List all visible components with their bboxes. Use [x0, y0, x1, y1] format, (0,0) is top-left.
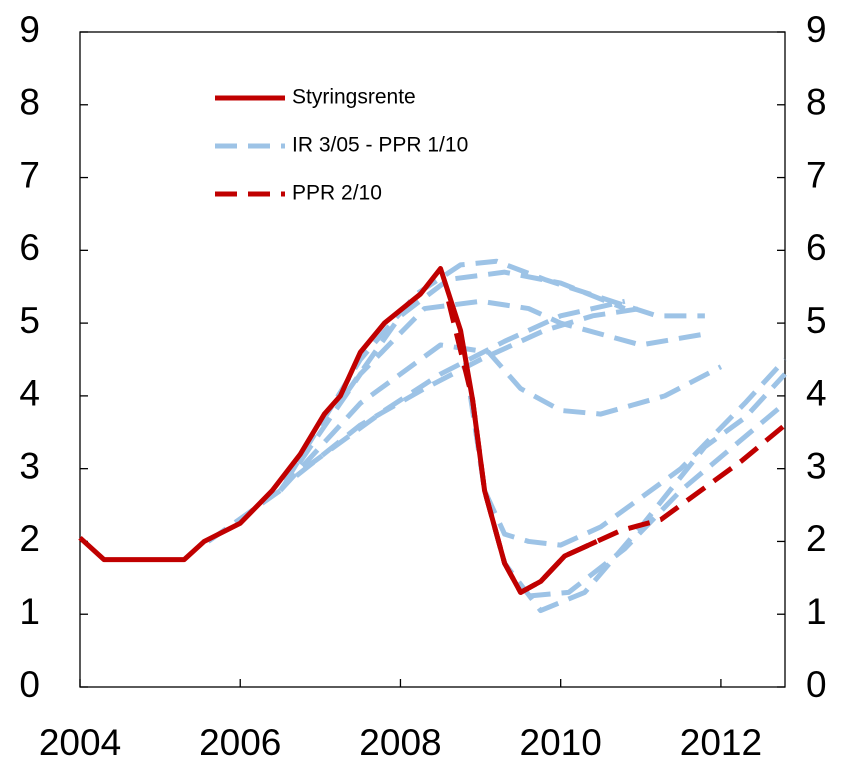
x-tick-label: 2004: [39, 722, 121, 763]
y2-tick-label: 5: [806, 300, 827, 341]
series-line: [278, 342, 723, 493]
y-tick-label: 8: [19, 82, 40, 123]
y-tick-label: 2: [19, 518, 40, 559]
y-tick-label: 3: [19, 445, 40, 486]
series-line: [446, 300, 787, 595]
series-line: [528, 401, 787, 599]
x-tick-label: 2006: [199, 722, 281, 763]
x-tick-label: 2010: [520, 722, 602, 763]
y2-tick-label: 0: [806, 664, 827, 705]
legend-label: IR 3/05 - PPR 1/10: [292, 134, 468, 157]
y-tick-label: 9: [19, 9, 40, 50]
x-tick-label: 2012: [680, 722, 762, 763]
y2-tick-label: 1: [806, 591, 827, 632]
y2-tick-label: 6: [806, 227, 827, 268]
y-tick-label: 6: [19, 227, 40, 268]
series-line: [482, 372, 787, 614]
y-tick-label: 1: [19, 591, 40, 632]
series-line: [302, 298, 626, 471]
y2-tick-label: 4: [806, 373, 827, 414]
y-tick-label: 0: [19, 664, 40, 705]
y2-tick-label: 7: [806, 154, 827, 195]
series-line: [342, 269, 626, 398]
y2-tick-label: 3: [806, 445, 827, 486]
legend-label: Styringsrente: [292, 86, 416, 109]
x-tick-label: 2008: [359, 722, 441, 763]
y-tick-label: 4: [19, 373, 40, 414]
series-line: [458, 330, 787, 548]
y2-tick-label: 8: [806, 82, 827, 123]
y2-tick-label: 9: [806, 9, 827, 50]
legend-label: PPR 2/10: [292, 182, 382, 205]
y-tick-label: 5: [19, 300, 40, 341]
y2-tick-label: 2: [806, 518, 827, 559]
plot-frame: [79, 31, 786, 688]
y-tick-label: 7: [19, 154, 40, 195]
series-line: [278, 298, 706, 492]
